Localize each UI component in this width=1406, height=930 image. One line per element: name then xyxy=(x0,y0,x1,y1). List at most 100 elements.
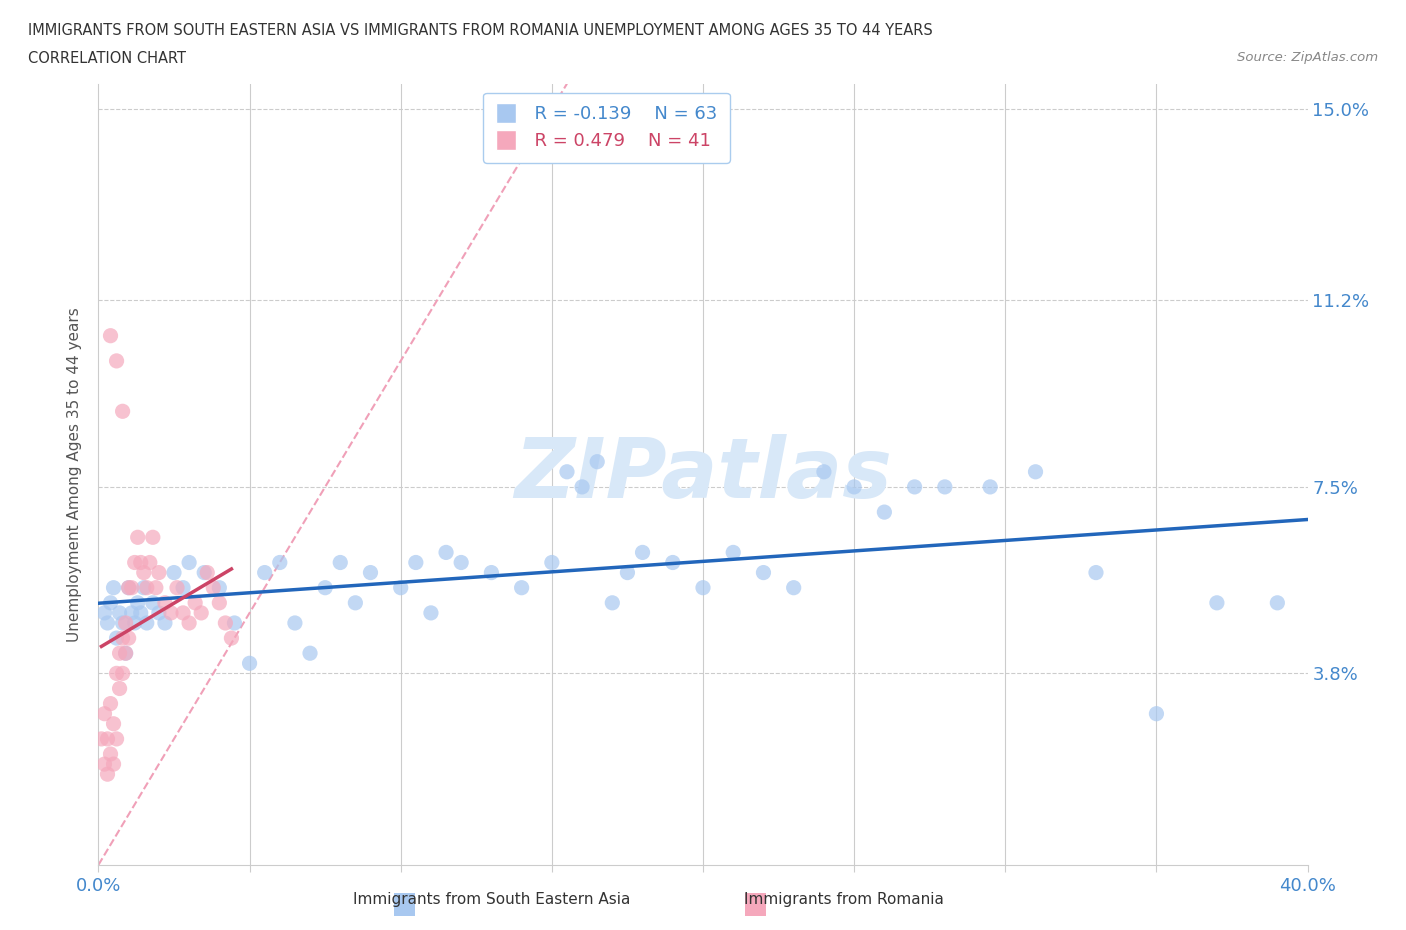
Immigrants from Romania xyxy=(103,757,125,772)
Immigrants from South Eastern Asia xyxy=(299,645,322,660)
Immigrants from South Eastern Asia xyxy=(105,631,128,645)
Immigrants from South Eastern Asia xyxy=(586,454,609,469)
Immigrants from Romania xyxy=(111,404,134,418)
Immigrants from South Eastern Asia xyxy=(510,580,533,595)
Immigrants from South Eastern Asia xyxy=(163,565,186,580)
Immigrants from South Eastern Asia xyxy=(360,565,382,580)
Immigrants from Romania xyxy=(214,616,236,631)
Immigrants from Romania xyxy=(105,353,128,368)
Immigrants from Romania xyxy=(118,580,141,595)
Legend:   R = -0.139    N = 63,   R = 0.479    N = 41: R = -0.139 N = 63, R = 0.479 N = 41 xyxy=(484,93,730,163)
Immigrants from Romania xyxy=(93,757,115,772)
Immigrants from Romania xyxy=(118,631,141,645)
Immigrants from Romania xyxy=(195,565,218,580)
Immigrants from South Eastern Asia xyxy=(1024,464,1046,479)
Immigrants from South Eastern Asia xyxy=(121,605,143,620)
Text: Source: ZipAtlas.com: Source: ZipAtlas.com xyxy=(1237,51,1378,64)
Immigrants from South Eastern Asia xyxy=(100,595,122,610)
Immigrants from South Eastern Asia xyxy=(96,616,118,631)
Immigrants from South Eastern Asia xyxy=(124,616,146,631)
Immigrants from South Eastern Asia xyxy=(153,616,176,631)
Immigrants from South Eastern Asia xyxy=(344,595,367,610)
Immigrants from South Eastern Asia xyxy=(1144,706,1167,721)
Immigrants from South Eastern Asia xyxy=(692,580,714,595)
Immigrants from Romania xyxy=(184,595,207,610)
Immigrants from Romania xyxy=(221,631,243,645)
Immigrants from South Eastern Asia xyxy=(208,580,231,595)
Immigrants from South Eastern Asia xyxy=(103,580,125,595)
Immigrants from South Eastern Asia xyxy=(631,545,654,560)
Immigrants from South Eastern Asia xyxy=(253,565,276,580)
Immigrants from South Eastern Asia xyxy=(555,464,578,479)
Immigrants from Romania xyxy=(105,732,128,747)
Immigrants from South Eastern Asia xyxy=(269,555,291,570)
Text: Immigrants from Romania: Immigrants from Romania xyxy=(744,892,943,907)
Immigrants from South Eastern Asia xyxy=(979,480,1001,495)
Immigrants from South Eastern Asia xyxy=(873,505,896,520)
Immigrants from South Eastern Asia xyxy=(93,605,115,620)
Immigrants from Romania xyxy=(90,732,112,747)
Immigrants from Romania xyxy=(202,580,225,595)
Immigrants from South Eastern Asia xyxy=(1206,595,1229,610)
Immigrants from Romania xyxy=(132,565,155,580)
Text: CORRELATION CHART: CORRELATION CHART xyxy=(28,51,186,66)
Immigrants from Romania xyxy=(114,645,136,660)
Immigrants from South Eastern Asia xyxy=(389,580,412,595)
Immigrants from South Eastern Asia xyxy=(752,565,775,580)
Immigrants from South Eastern Asia xyxy=(193,565,215,580)
Immigrants from Romania xyxy=(135,580,157,595)
Immigrants from Romania xyxy=(111,631,134,645)
Immigrants from South Eastern Asia xyxy=(108,605,131,620)
Immigrants from Romania xyxy=(96,766,118,781)
Immigrants from South Eastern Asia xyxy=(148,605,170,620)
Immigrants from Romania xyxy=(148,565,170,580)
Text: Immigrants from South Eastern Asia: Immigrants from South Eastern Asia xyxy=(353,892,631,907)
Immigrants from South Eastern Asia xyxy=(114,645,136,660)
Immigrants from Romania xyxy=(114,616,136,631)
Immigrants from South Eastern Asia xyxy=(135,616,157,631)
Immigrants from South Eastern Asia xyxy=(934,480,956,495)
Immigrants from South Eastern Asia xyxy=(723,545,745,560)
Immigrants from South Eastern Asia xyxy=(405,555,427,570)
Immigrants from Romania xyxy=(172,605,194,620)
Immigrants from Romania xyxy=(121,580,143,595)
Immigrants from South Eastern Asia xyxy=(602,595,624,610)
Text: IMMIGRANTS FROM SOUTH EASTERN ASIA VS IMMIGRANTS FROM ROMANIA UNEMPLOYMENT AMONG: IMMIGRANTS FROM SOUTH EASTERN ASIA VS IM… xyxy=(28,23,932,38)
Immigrants from South Eastern Asia xyxy=(111,616,134,631)
Immigrants from South Eastern Asia xyxy=(224,616,246,631)
Immigrants from South Eastern Asia xyxy=(329,555,352,570)
Immigrants from South Eastern Asia xyxy=(314,580,336,595)
Immigrants from South Eastern Asia xyxy=(127,595,149,610)
Immigrants from South Eastern Asia xyxy=(132,580,155,595)
Immigrants from Romania xyxy=(108,645,131,660)
Immigrants from South Eastern Asia xyxy=(172,580,194,595)
Immigrants from South Eastern Asia xyxy=(179,555,201,570)
Immigrants from Romania xyxy=(127,530,149,545)
Immigrants from South Eastern Asia xyxy=(129,605,152,620)
Immigrants from Romania xyxy=(100,328,122,343)
Immigrants from South Eastern Asia xyxy=(481,565,503,580)
Y-axis label: Unemployment Among Ages 35 to 44 years: Unemployment Among Ages 35 to 44 years xyxy=(67,307,83,642)
Immigrants from South Eastern Asia xyxy=(142,595,165,610)
Immigrants from South Eastern Asia xyxy=(434,545,457,560)
Immigrants from South Eastern Asia xyxy=(661,555,683,570)
Immigrants from Romania xyxy=(142,530,165,545)
Immigrants from South Eastern Asia xyxy=(1267,595,1289,610)
Immigrants from South Eastern Asia xyxy=(783,580,806,595)
Immigrants from Romania xyxy=(166,580,188,595)
Immigrants from Romania xyxy=(93,706,115,721)
Immigrants from South Eastern Asia xyxy=(1085,565,1108,580)
Immigrants from Romania xyxy=(129,555,152,570)
Immigrants from Romania xyxy=(108,681,131,696)
Immigrants from Romania xyxy=(190,605,212,620)
Immigrants from Romania xyxy=(103,716,125,731)
Immigrants from Romania xyxy=(111,666,134,681)
Immigrants from South Eastern Asia xyxy=(420,605,443,620)
Immigrants from South Eastern Asia xyxy=(904,480,927,495)
Immigrants from South Eastern Asia xyxy=(540,555,562,570)
Immigrants from Romania xyxy=(139,555,162,570)
Immigrants from Romania xyxy=(153,595,176,610)
Immigrants from Romania xyxy=(145,580,167,595)
Immigrants from Romania xyxy=(208,595,231,610)
Immigrants from South Eastern Asia xyxy=(813,464,835,479)
